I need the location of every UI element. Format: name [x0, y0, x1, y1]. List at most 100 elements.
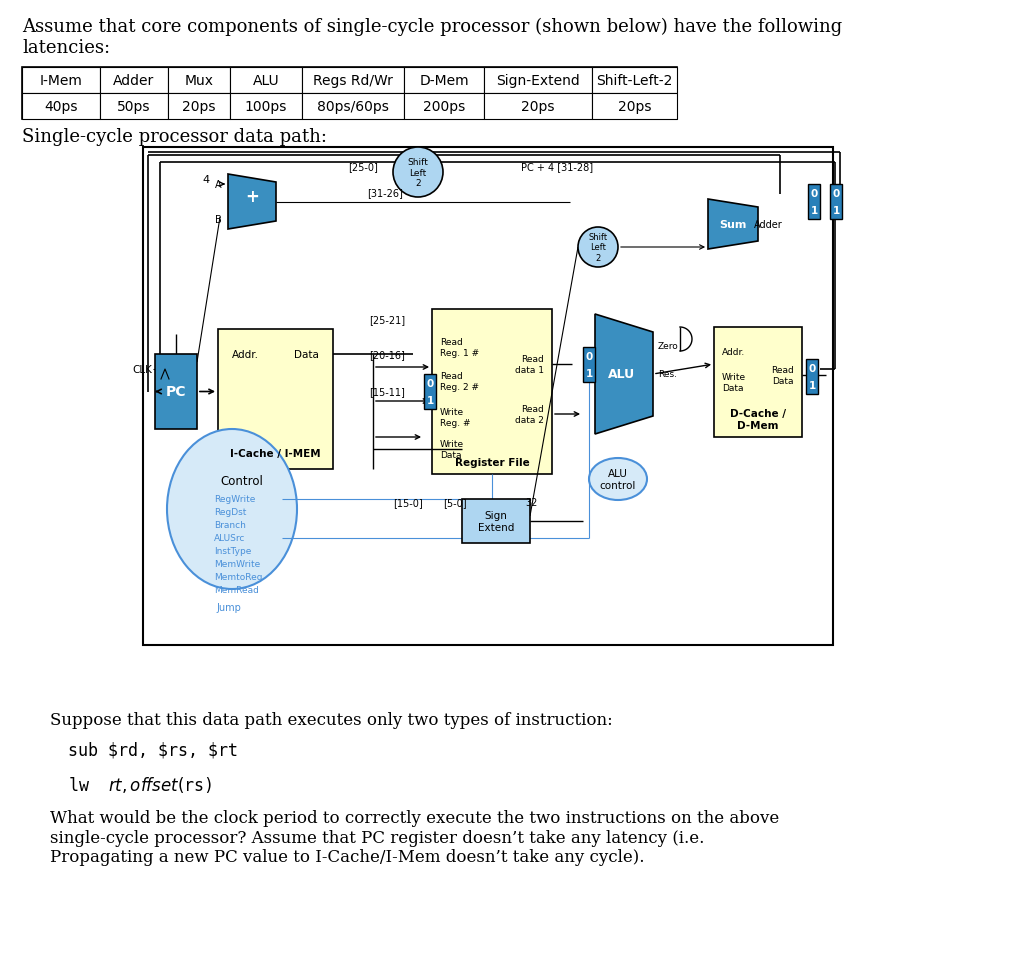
Text: MemtoReg: MemtoReg: [214, 573, 263, 582]
Text: Zero: Zero: [658, 342, 679, 351]
Text: Read
Reg. 1 #: Read Reg. 1 #: [440, 338, 479, 357]
Text: Read
Data: Read Data: [771, 366, 794, 385]
FancyBboxPatch shape: [154, 355, 197, 430]
Text: lw  $rt, offset($rs): lw $rt, offset($rs): [68, 775, 212, 794]
Text: B: B: [215, 214, 222, 225]
Text: 0: 0: [585, 352, 592, 361]
FancyBboxPatch shape: [806, 359, 818, 395]
FancyBboxPatch shape: [143, 148, 833, 646]
Text: 80ps/60ps: 80ps/60ps: [317, 100, 389, 114]
Text: Data: Data: [295, 350, 319, 359]
Text: Sign
Extend: Sign Extend: [478, 510, 514, 532]
Text: Jump: Jump: [216, 603, 241, 612]
Text: D-Mem: D-Mem: [419, 74, 469, 87]
FancyBboxPatch shape: [484, 68, 592, 94]
FancyBboxPatch shape: [424, 375, 436, 409]
Text: I-Mem: I-Mem: [39, 74, 82, 87]
FancyBboxPatch shape: [302, 94, 404, 120]
Polygon shape: [708, 200, 758, 250]
Text: 1: 1: [811, 206, 818, 216]
FancyBboxPatch shape: [218, 330, 333, 470]
FancyBboxPatch shape: [230, 94, 302, 120]
Circle shape: [578, 228, 618, 268]
Text: 20ps: 20ps: [182, 100, 215, 114]
Text: Adder: Adder: [113, 74, 154, 87]
Text: Addr.: Addr.: [722, 348, 746, 357]
Text: Regs Rd/Wr: Regs Rd/Wr: [313, 74, 392, 87]
Text: Suppose that this data path executes only two types of instruction:: Suppose that this data path executes onl…: [50, 711, 613, 728]
Text: Shift
Left
2: Shift Left 2: [408, 158, 428, 187]
FancyBboxPatch shape: [592, 68, 677, 94]
Text: Assume that core components of single-cycle processor (shown below) have the fol: Assume that core components of single-cy…: [22, 18, 843, 57]
Text: PC: PC: [166, 385, 186, 399]
Text: InstType: InstType: [214, 547, 251, 555]
Text: 20ps: 20ps: [521, 100, 555, 114]
Text: 4: 4: [203, 175, 210, 185]
Text: Write
Data: Write Data: [722, 373, 746, 392]
FancyBboxPatch shape: [830, 185, 842, 220]
Text: 0: 0: [426, 379, 434, 388]
FancyBboxPatch shape: [100, 94, 168, 120]
FancyBboxPatch shape: [404, 94, 484, 120]
Text: 0: 0: [809, 363, 816, 374]
Polygon shape: [595, 314, 653, 434]
Text: ALU
control: ALU control: [599, 469, 637, 490]
Text: Addr.: Addr.: [232, 350, 259, 359]
FancyBboxPatch shape: [432, 309, 552, 475]
Text: Register File: Register File: [454, 457, 529, 467]
Text: 1: 1: [426, 396, 434, 406]
Text: Read
Reg. 2 #: Read Reg. 2 #: [440, 372, 479, 391]
Text: D-Cache /
D-Mem: D-Cache / D-Mem: [730, 408, 786, 431]
Text: 100ps: 100ps: [245, 100, 287, 114]
Text: MemWrite: MemWrite: [214, 560, 261, 569]
Text: CLK: CLK: [132, 364, 152, 375]
FancyBboxPatch shape: [583, 348, 595, 382]
Text: 200ps: 200ps: [423, 100, 466, 114]
Text: Sign-Extend: Sign-Extend: [496, 74, 580, 87]
Text: ALU: ALU: [608, 368, 634, 382]
Text: Write
Data: Write Data: [440, 440, 465, 459]
Text: 40ps: 40ps: [44, 100, 77, 114]
Text: 1: 1: [585, 369, 592, 379]
FancyBboxPatch shape: [22, 94, 100, 120]
Text: Branch: Branch: [214, 521, 246, 530]
Circle shape: [393, 148, 443, 198]
Text: Mux: Mux: [184, 74, 213, 87]
Text: Write
Reg. #: Write Reg. #: [440, 407, 471, 428]
Text: [31-26]: [31-26]: [367, 187, 403, 198]
Text: 20ps: 20ps: [618, 100, 651, 114]
FancyBboxPatch shape: [168, 94, 230, 120]
Text: 32: 32: [525, 498, 539, 507]
Text: [15-11]: [15-11]: [369, 386, 405, 397]
Text: Adder: Adder: [754, 220, 783, 230]
FancyBboxPatch shape: [462, 500, 530, 543]
Ellipse shape: [589, 458, 647, 501]
Text: Shift
Left
2: Shift Left 2: [588, 233, 608, 262]
Text: RegWrite: RegWrite: [214, 495, 255, 504]
Text: [5-0]: [5-0]: [443, 498, 467, 507]
Text: A: A: [215, 180, 222, 190]
Text: Shift-Left-2: Shift-Left-2: [596, 74, 673, 87]
Text: Single-cycle processor data path:: Single-cycle processor data path:: [22, 128, 327, 146]
Text: 1: 1: [832, 206, 839, 216]
Text: What would be the clock period to correctly execute the two instructions on the : What would be the clock period to correc…: [50, 809, 780, 865]
Text: sub $rd, $rs, $rt: sub $rd, $rs, $rt: [68, 741, 238, 759]
Text: +: +: [245, 188, 259, 207]
FancyBboxPatch shape: [302, 68, 404, 94]
FancyBboxPatch shape: [808, 185, 820, 220]
Ellipse shape: [167, 430, 297, 589]
Text: [25-0]: [25-0]: [348, 161, 378, 172]
Text: I-Cache / I-MEM: I-Cache / I-MEM: [230, 449, 320, 458]
Text: Control: Control: [220, 475, 263, 488]
Text: 0: 0: [832, 188, 839, 199]
Text: [15-0]: [15-0]: [393, 498, 423, 507]
FancyBboxPatch shape: [714, 328, 802, 437]
FancyBboxPatch shape: [168, 68, 230, 94]
FancyBboxPatch shape: [230, 68, 302, 94]
Text: Sum: Sum: [719, 220, 747, 230]
Text: ALUSrc: ALUSrc: [214, 534, 245, 543]
Text: Res.: Res.: [658, 370, 677, 379]
Text: 50ps: 50ps: [117, 100, 150, 114]
Text: 0: 0: [811, 188, 818, 199]
Text: RegDst: RegDst: [214, 508, 246, 517]
